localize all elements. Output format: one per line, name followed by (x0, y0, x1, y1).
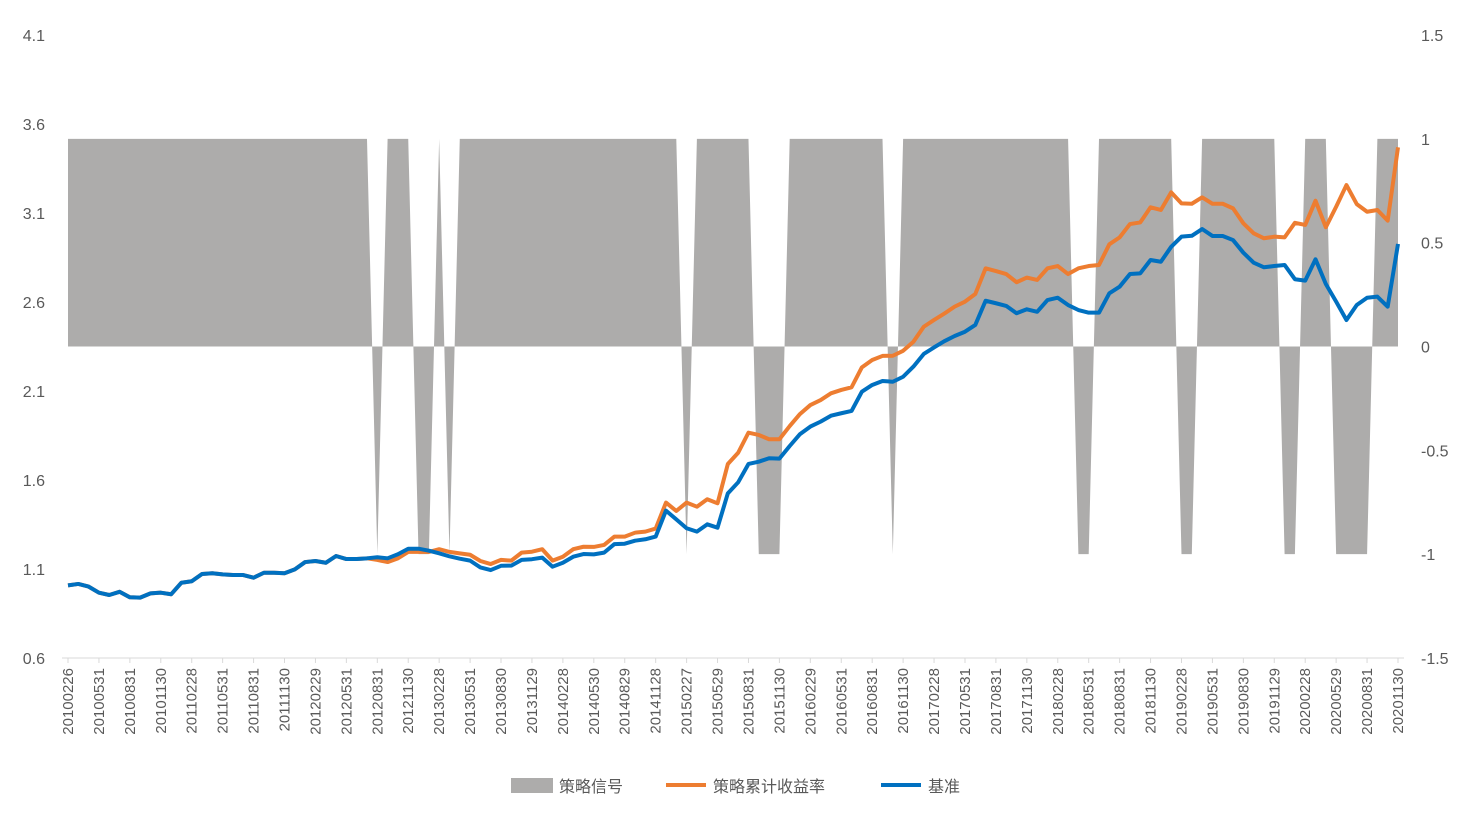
left-tick-label: 2.1 (23, 384, 45, 401)
x-tick-label: 20130228 (431, 668, 448, 735)
x-tick-label: 20190531 (1204, 668, 1221, 735)
benchmark-line (67, 227, 1400, 600)
left-tick-label: 4.1 (23, 28, 45, 45)
x-tick-label: 20140829 (617, 668, 634, 735)
x-tick-label: 20121130 (400, 668, 417, 734)
x-tick-label: 20200529 (1328, 668, 1345, 735)
x-tick-label: 20100831 (122, 668, 139, 735)
x-tick-label: 20180531 (1081, 668, 1098, 735)
x-tick-label: 20131129 (524, 668, 541, 734)
x-tick-label: 20160229 (802, 668, 819, 735)
x-tick-label: 20161130 (895, 668, 912, 734)
legend-swatch-signal (511, 778, 553, 793)
x-tick-label: 20130830 (493, 668, 510, 735)
x-tick-label: 20190830 (1235, 668, 1252, 735)
x-tick-label: 20100531 (91, 668, 108, 735)
signal-area (68, 138, 1398, 555)
left-tick-label: 0.6 (23, 651, 45, 668)
x-tick-label: 20170531 (957, 668, 974, 735)
x-tick-label: 20200831 (1359, 668, 1376, 735)
x-tick-label: 20171130 (1019, 668, 1036, 734)
right-tick-label: -1.5 (1421, 651, 1449, 668)
x-tick-label: 20120229 (307, 668, 324, 735)
left-tick-label: 3.6 (23, 117, 45, 134)
left-tick-label: 1.1 (23, 562, 45, 579)
x-tick-label: 20181130 (1143, 668, 1160, 734)
x-tick-label: 20120831 (369, 668, 386, 735)
x-tick-label: 20191129 (1266, 668, 1283, 734)
right-tick-label: 0 (1421, 340, 1430, 357)
x-tick-label: 20160531 (833, 668, 850, 735)
x-tick-label: 20111130 (277, 668, 294, 731)
x-tick-label: 20110228 (184, 668, 201, 734)
x-tick-label: 20101130 (153, 668, 170, 734)
legend-item-benchmark[interactable]: 基准 (881, 778, 960, 796)
right-tick-label: 1.5 (1421, 28, 1443, 45)
legend-label-strategy-return: 策略累计收益率 (713, 778, 825, 796)
signal-area-layer (68, 138, 1398, 555)
legend-label-benchmark: 基准 (928, 778, 960, 796)
x-tick-label: 20110831 (246, 668, 263, 734)
x-tick-label: 20160831 (864, 668, 881, 735)
x-tick-label: 20140530 (586, 668, 603, 735)
x-tick-label: 20190228 (1173, 668, 1190, 735)
legend: 策略信号 策略累计收益率 基准 (511, 778, 960, 796)
x-tick-label: 20130531 (462, 668, 479, 735)
x-tick-label: 20151130 (771, 668, 788, 734)
right-tick-label: -0.5 (1421, 443, 1449, 460)
x-tick-label: 20201130 (1390, 668, 1407, 734)
x-tick-label: 20180831 (1112, 668, 1129, 735)
x-tick-label: 20100226 (60, 668, 77, 735)
left-tick-label: 2.6 (23, 295, 45, 312)
left-axis: 0.6 1.1 1.6 2.1 2.6 3.1 3.6 4.1 (23, 28, 45, 668)
x-tick-label: 20200228 (1297, 668, 1314, 735)
right-tick-label: -1 (1421, 547, 1435, 564)
x-tick-label: 20150227 (679, 668, 696, 735)
right-tick-label: 0.5 (1421, 236, 1443, 253)
left-tick-label: 3.1 (23, 206, 45, 223)
x-tick-label: 20141128 (648, 668, 665, 734)
right-axis: -1.5 -1 -0.5 0 0.5 1 1.5 (1421, 28, 1449, 668)
x-tick-label: 20140228 (555, 668, 572, 735)
x-tick-label: 20120531 (338, 668, 355, 735)
x-tick-label: 20170831 (988, 668, 1005, 735)
x-tick-label: 20150529 (710, 668, 727, 735)
x-tick-label: 20170228 (926, 668, 943, 735)
legend-item-signal[interactable]: 策略信号 (511, 778, 623, 796)
line-layer (67, 147, 1400, 600)
x-axis: 20100226 20100531 20100831 20101130 20110228… (60, 658, 1407, 735)
left-tick-label: 1.6 (23, 473, 45, 490)
x-tick-label: 20110531 (215, 668, 232, 734)
legend-item-strategy-return[interactable]: 策略累计收益率 (666, 778, 825, 796)
x-tick-label: 20150831 (740, 668, 757, 735)
legend-label-signal: 策略信号 (559, 778, 623, 796)
x-tick-label: 20180228 (1050, 668, 1067, 735)
right-tick-label: 1 (1421, 132, 1430, 149)
